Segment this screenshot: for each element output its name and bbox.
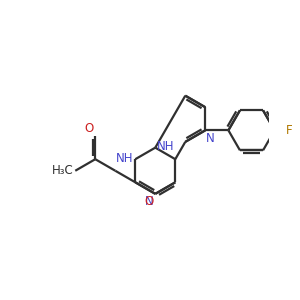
Text: O: O: [145, 195, 154, 208]
Text: H₃C: H₃C: [52, 164, 74, 177]
Text: NH: NH: [116, 152, 134, 165]
Text: N: N: [206, 132, 215, 145]
Text: O: O: [85, 122, 94, 135]
Text: F: F: [285, 124, 292, 137]
Text: NH: NH: [157, 140, 174, 153]
Text: N: N: [145, 195, 154, 208]
